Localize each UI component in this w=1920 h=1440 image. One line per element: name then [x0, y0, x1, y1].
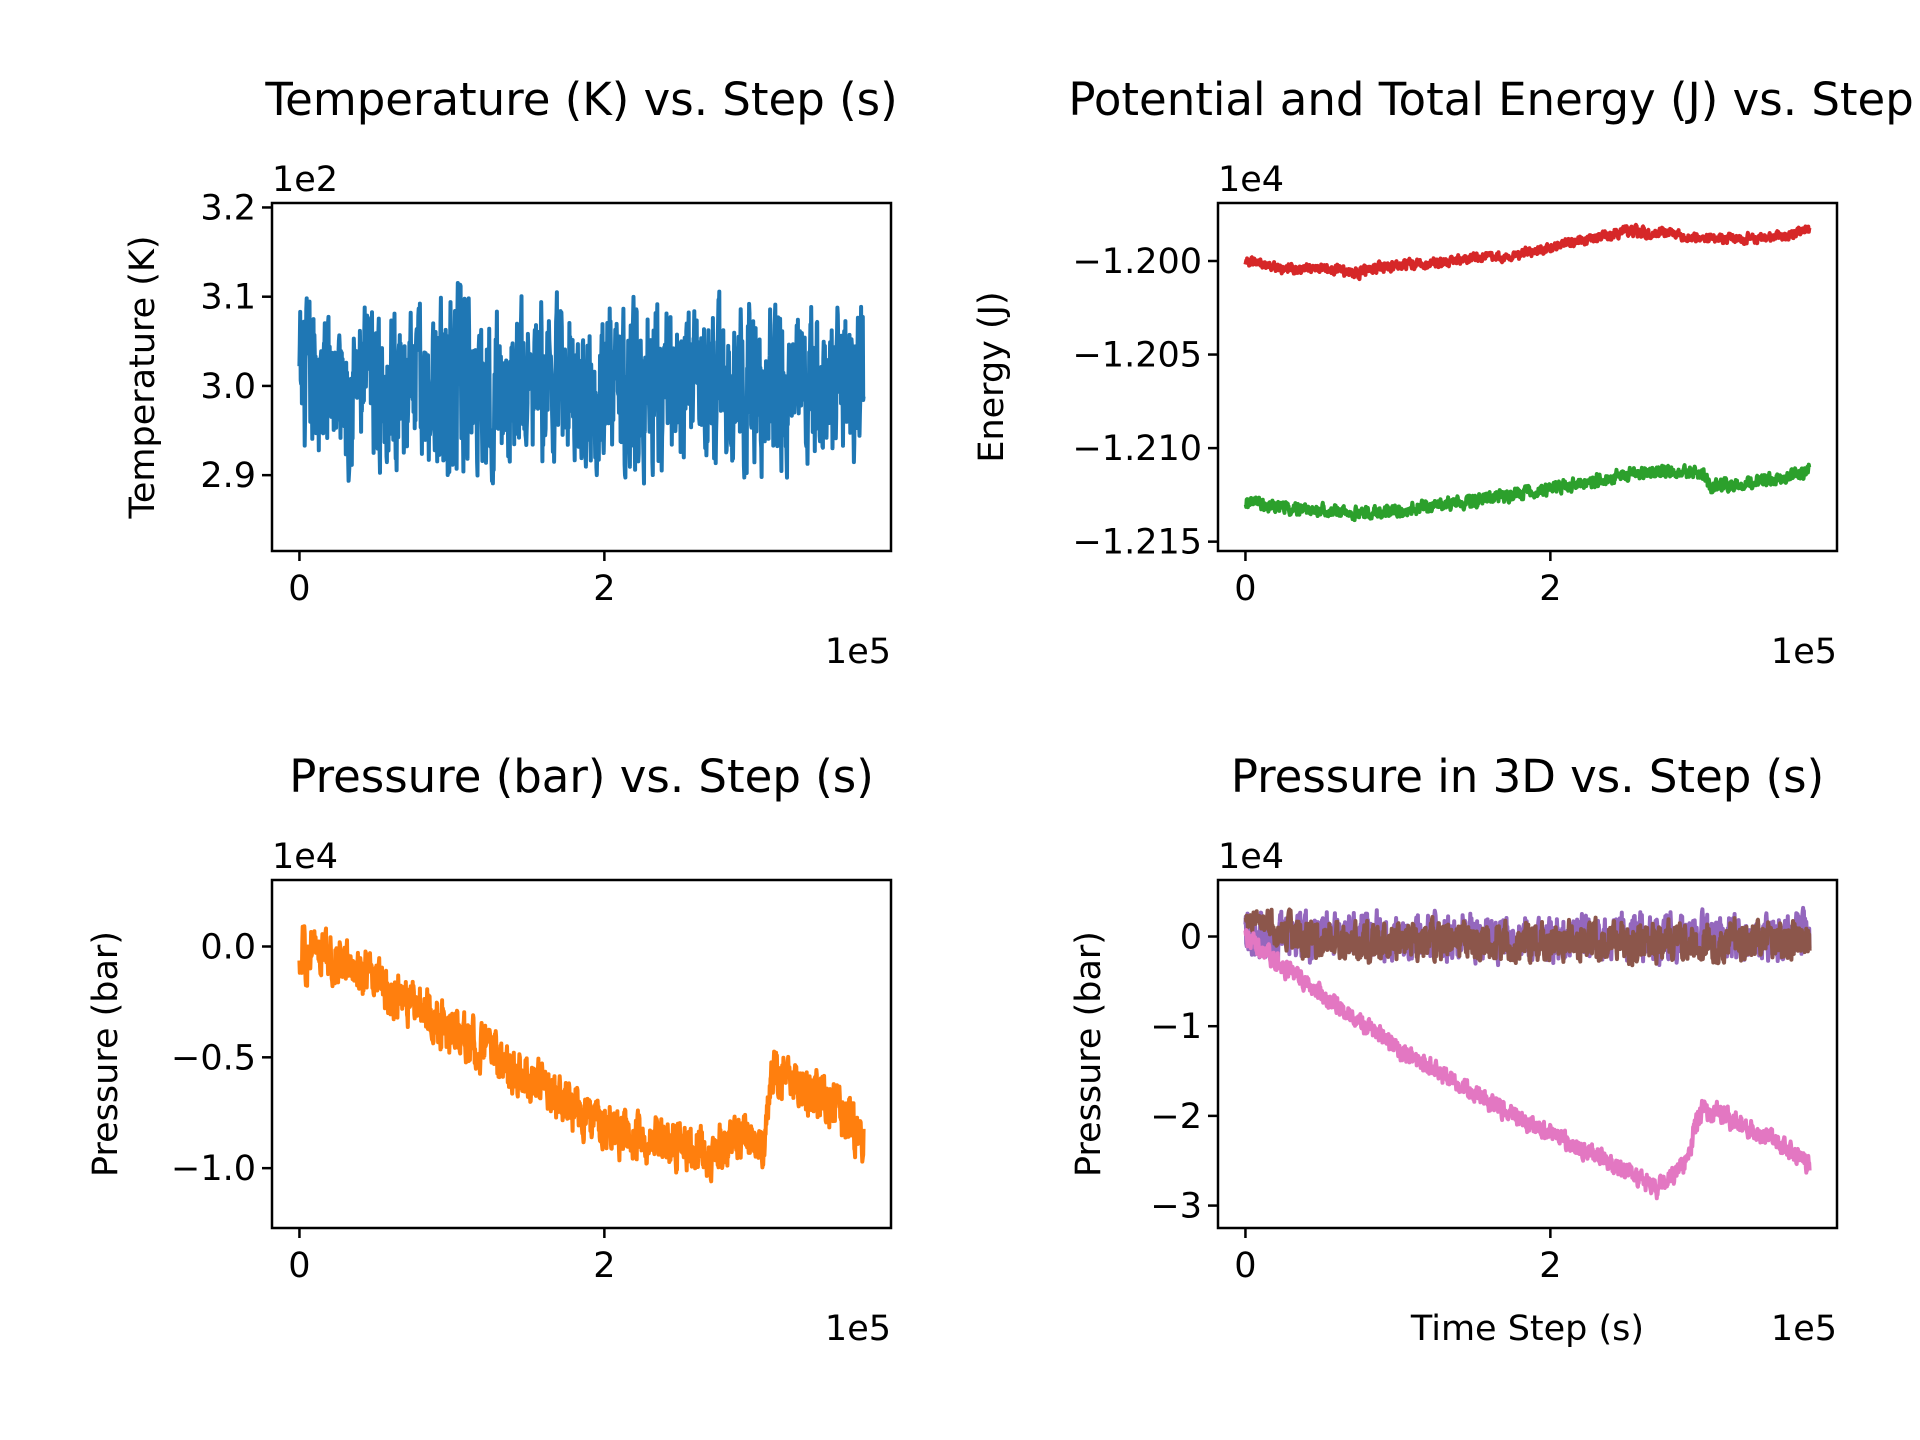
- x-tick-label: 0: [288, 569, 310, 609]
- series-line-3: [1243, 928, 1812, 1201]
- y-offset-label: 1e4: [1218, 160, 1284, 200]
- x-tick-label: 2: [1539, 569, 1561, 609]
- x-tick-label: 2: [1539, 1246, 1561, 1286]
- series-line-1: [1243, 222, 1812, 282]
- y-axis-label: Pressure (bar): [86, 931, 126, 1177]
- x-offset-label: 1e5: [1771, 1309, 1837, 1349]
- plot-area: [1243, 905, 1812, 1201]
- plot-area: [1243, 222, 1812, 523]
- y-offset-label: 1e4: [1218, 837, 1284, 877]
- y-tick-label: −1.0: [171, 1149, 256, 1189]
- series-line-1: [297, 924, 866, 1184]
- y-tick-label: −3: [1150, 1187, 1202, 1227]
- x-offset-label: 1e5: [825, 1309, 891, 1349]
- y-tick-label: 3.0: [200, 367, 256, 407]
- series-line-2: [1243, 907, 1812, 968]
- series-line-1: [297, 281, 866, 486]
- y-axis-label: Temperature (K): [123, 235, 163, 519]
- x-tick-label: 2: [593, 1246, 615, 1286]
- y-tick-label: −1.215: [1072, 523, 1202, 563]
- axes-frame: [1216, 878, 1839, 1230]
- x-axis-label: Time Step (s): [1410, 1309, 1644, 1349]
- x-tick-label: 2: [593, 569, 615, 609]
- subplot-temperature: 0 2 2.9 3.0 3.1 3.2 1e5 1e2 Temperature (K) vs. …: [123, 73, 898, 672]
- x-offset-label: 1e5: [825, 632, 891, 672]
- y-tick-label: 3.2: [200, 188, 256, 228]
- y-tick-label: −1.205: [1072, 336, 1202, 376]
- x-tick-label: 0: [288, 1246, 310, 1286]
- y-tick-label: 0.0: [200, 927, 256, 967]
- x-tick-label: 0: [1234, 1246, 1256, 1286]
- y-tick-label: −1.200: [1072, 242, 1202, 282]
- y-tick-label: 3.1: [200, 278, 256, 318]
- y-tick-label: −1: [1150, 1007, 1202, 1047]
- plot-area: [297, 924, 866, 1184]
- subplot-pressure: 0 2 −1.0 −0.5 0.0 1e5 1e4 Pressure (bar) vs. St…: [86, 750, 893, 1349]
- axes-frame: [270, 201, 893, 553]
- chart-title: Potential and Total Energy (J) vs. Step …: [1068, 73, 1920, 126]
- series-line-2: [1243, 462, 1812, 523]
- plot-area: [297, 281, 866, 486]
- chart-title: Pressure in 3D vs. Step (s): [1231, 750, 1824, 803]
- subplot-energy: 0 2 −1.215 −1.210 −1.205 −1.200 1e5 1e4 Potentia…: [972, 73, 1920, 672]
- axes-frame: [270, 878, 893, 1230]
- y-axis-label: Energy (J): [972, 291, 1012, 462]
- subplot-pressure-3d: 0 2 −3 −2 −1 0 1e5 1e4 Pressure in 3D vs. Step (…: [1069, 750, 1839, 1349]
- y-tick-label: 0: [1180, 918, 1202, 958]
- y-tick-label: 2.9: [200, 456, 256, 496]
- y-tick-label: −2: [1150, 1097, 1202, 1137]
- x-tick-label: 0: [1234, 569, 1256, 609]
- y-tick-label: −0.5: [171, 1038, 256, 1078]
- y-tick-label: −1.210: [1072, 429, 1202, 469]
- y-axis-label: Pressure (bar): [1069, 931, 1109, 1177]
- axes-frame: [1216, 201, 1839, 553]
- chart-title: Temperature (K) vs. Step (s): [264, 73, 897, 126]
- chart-title: Pressure (bar) vs. Step (s): [289, 750, 874, 803]
- x-offset-label: 1e5: [1771, 632, 1837, 672]
- y-offset-label: 1e2: [272, 160, 338, 200]
- y-offset-label: 1e4: [272, 837, 338, 877]
